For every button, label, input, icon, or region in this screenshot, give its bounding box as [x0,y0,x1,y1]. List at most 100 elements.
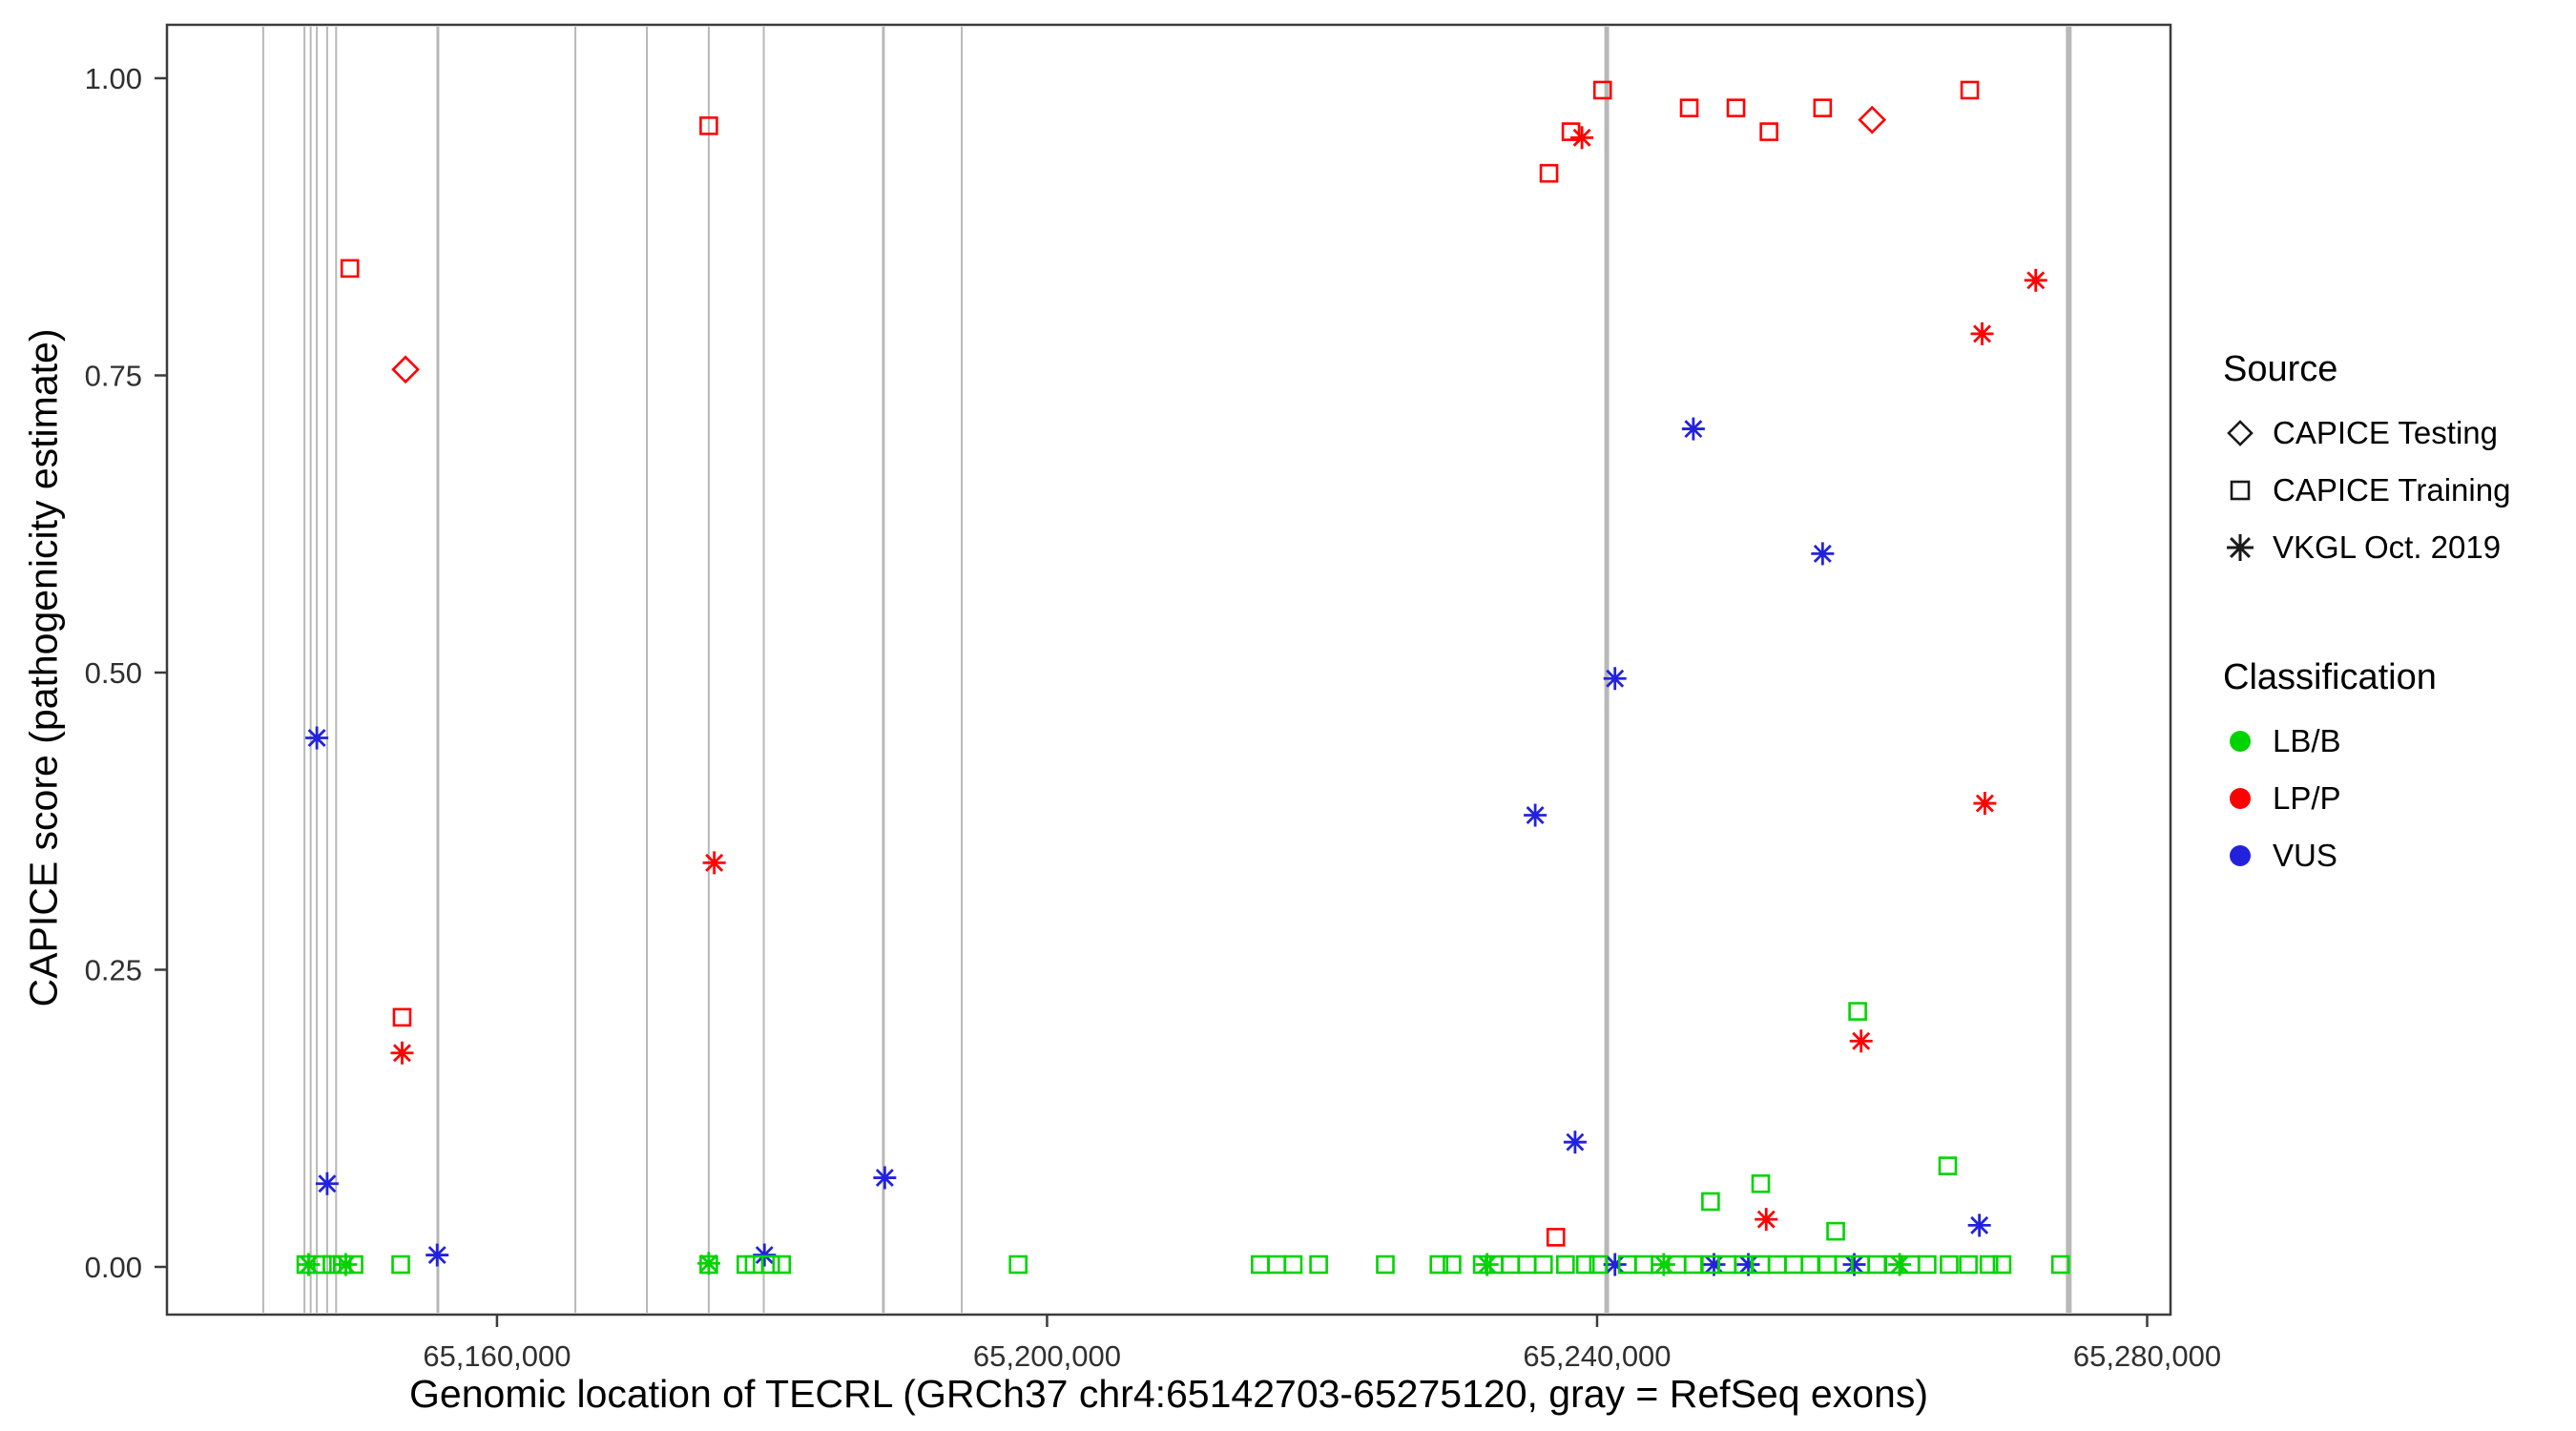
data-point-square [1751,1173,1771,1193]
data-point-square [1267,1255,1286,1275]
data-point-square [1818,1255,1838,1275]
blue-dot-icon [2230,845,2251,866]
data-point-square [1959,1255,1978,1275]
data-point-asterisk [1970,321,1994,345]
data-point-asterisk [426,1243,449,1267]
data-point-square [1940,1255,1959,1275]
data-point-square [340,259,360,279]
data-point-asterisk [1570,126,1594,150]
data-point-asterisk [305,726,329,750]
data-point-square [332,1255,352,1275]
data-point-square [1561,122,1581,141]
data-point-asterisk [1849,1029,1873,1053]
x-tick-label: 65,160,000 [423,1339,571,1373]
data-point-square [1283,1255,1303,1275]
legend-item-capice-training: CAPICE Training [2223,472,2510,508]
legend-item-vus: VUS [2223,838,2510,874]
green-dot-icon [2230,731,2251,752]
legend-item-label: VKGL Oct. 2019 [2273,529,2502,565]
data-point-asterisk [873,1166,897,1190]
legend-item-capice-testing: CAPICE Testing [2223,415,2510,451]
data-point-asterisk [1681,417,1705,441]
data-point-square [1960,80,1980,100]
data-point-square [1539,163,1559,183]
y-axis-title: CAPICE score (pathogenicity estimate) [21,328,66,1007]
data-point-square [1443,1255,1462,1275]
data-point-diamond [1858,105,1887,135]
data-point-square [1592,80,1612,100]
legend-source-title: Source [2223,349,2338,389]
data-point-square [322,1255,342,1275]
legend-classification-title: Classification [2223,657,2437,697]
red-dot-icon [2230,788,2251,809]
data-point-square [772,1255,792,1275]
data-point-square [1251,1255,1270,1275]
data-point-asterisk [1973,792,1997,816]
data-point-square [1575,1255,1595,1275]
data-point-asterisk [1755,1208,1778,1232]
legend-item-lpp: LP/P [2223,780,2510,817]
data-point-square [391,1255,410,1275]
data-point-asterisk [702,851,726,875]
data-point-square [1517,1255,1537,1275]
x-tick-label: 65,280,000 [2073,1339,2221,1373]
data-point-diamond [391,355,420,384]
data-point-square [1918,1255,1937,1275]
data-point-square [313,1255,332,1275]
data-point-square [1376,1255,1395,1275]
data-point-asterisk [315,1172,339,1195]
data-point-square [1556,1255,1575,1275]
x-axis-title: Genomic location of TECRL (GRCh37 chr4:6… [409,1372,1928,1416]
data-point-square [699,116,718,135]
data-point-square [392,1007,412,1027]
data-point-asterisk [753,1243,777,1267]
x-tick-label: 65,240,000 [1523,1339,1671,1373]
legend-item-label: LP/P [2273,780,2341,816]
legend-item-label: CAPICE Training [2273,472,2511,508]
y-tick-label: 0.00 [85,1251,142,1284]
square-icon [2230,480,2251,501]
data-point-square [1759,122,1778,141]
data-point-square [1701,1192,1720,1212]
data-point-square [2050,1255,2070,1275]
legend-item-lbb: LB/B [2223,723,2510,759]
data-point-asterisk [1967,1213,1991,1237]
data-point-square [1634,1255,1653,1275]
data-point-square [1589,1255,1609,1275]
data-point-asterisk [1524,803,1548,827]
asterisk-icon [2227,534,2254,561]
y-tick-label: 0.75 [85,360,142,393]
data-point-square [1684,1255,1703,1275]
data-point-square [1826,1221,1845,1241]
data-point-square [1813,98,1833,117]
data-point-square [1867,1255,1887,1275]
data-point-square [1848,1002,1867,1021]
data-point-square [1533,1255,1553,1275]
legend: Source CAPICE Testing CAPICE Training [2223,349,2510,895]
x-tick-label: 65,200,000 [973,1339,1121,1373]
data-point-square [1309,1255,1328,1275]
data-point-square [699,1255,718,1275]
data-point-asterisk [1811,542,1835,566]
diamond-icon [2227,420,2254,446]
data-point-square [1938,1156,1958,1175]
y-tick-label: 0.25 [85,954,142,987]
data-point-square [1429,1255,1449,1275]
y-tick-label: 1.00 [85,62,142,95]
data-point-square [1501,1255,1520,1275]
legend-item-vkgl: VKGL Oct. 2019 [2223,529,2510,566]
data-point-asterisk [1563,1130,1587,1154]
y-tick-label: 0.50 [85,656,142,690]
data-point-square [1784,1255,1803,1275]
data-point-square [344,1255,364,1275]
data-point-square [1546,1228,1566,1247]
legend-item-label: VUS [2273,838,2337,873]
data-point-asterisk [1603,667,1627,691]
legend-item-label: LB/B [2273,723,2341,758]
data-point-square [1992,1255,2012,1275]
data-point-square [1008,1255,1028,1275]
data-point-square [1726,98,1746,117]
panel-border [165,23,2172,1317]
